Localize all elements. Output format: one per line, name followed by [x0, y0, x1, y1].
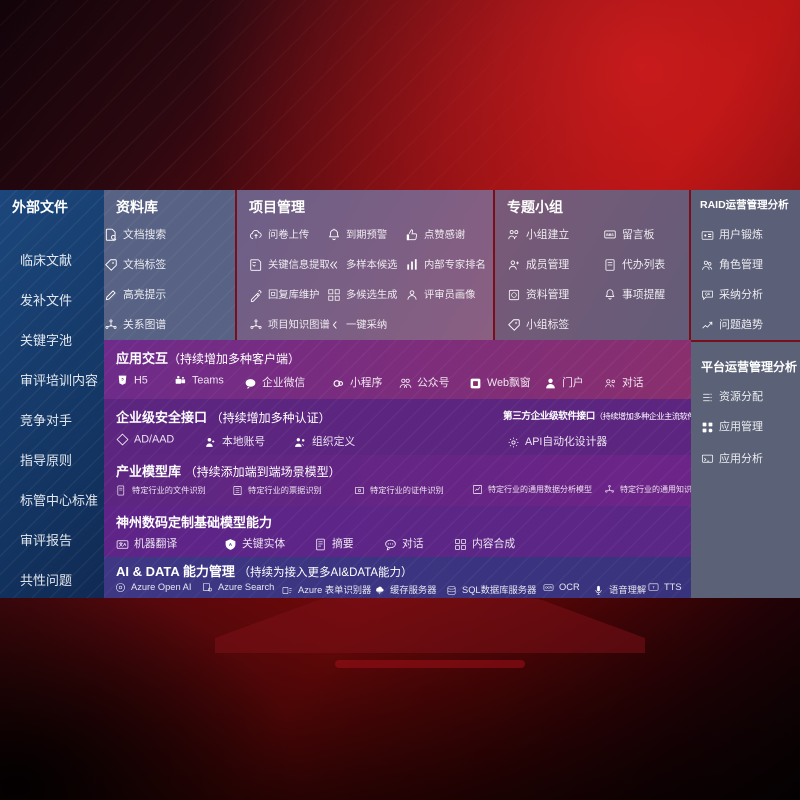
- svg-text:文A: 文A: [118, 541, 127, 548]
- svg-text:BBS: BBS: [606, 233, 614, 237]
- svg-text:5: 5: [121, 378, 123, 382]
- svg-text:OCR: OCR: [545, 586, 552, 590]
- svg-text:QA: QA: [705, 292, 711, 296]
- svg-text:T: T: [653, 585, 655, 589]
